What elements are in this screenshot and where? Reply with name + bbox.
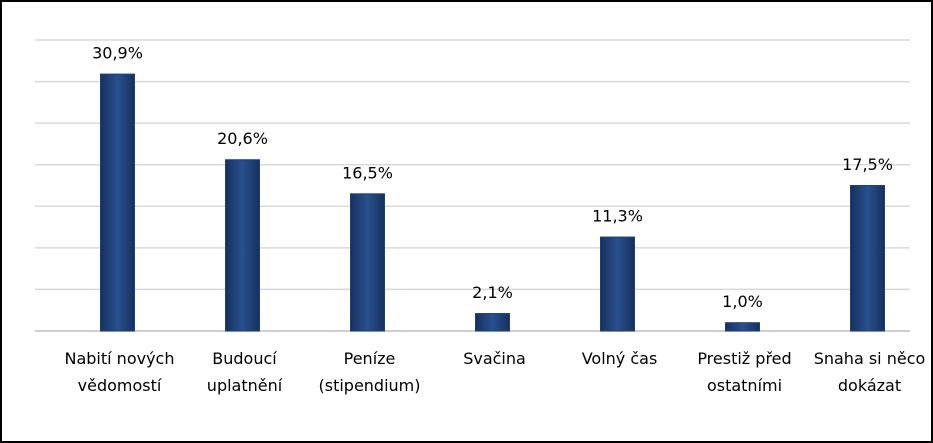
x-tick-label: Peníze (stipendium) xyxy=(318,349,421,395)
bar xyxy=(475,313,510,332)
bar xyxy=(350,193,385,332)
bar xyxy=(600,236,635,332)
value-label: 30,9% xyxy=(92,44,143,63)
value-label: 2,1% xyxy=(472,283,513,302)
value-label: 20,6% xyxy=(217,129,268,148)
bar xyxy=(850,185,885,332)
bar xyxy=(725,322,760,332)
x-tick-label: Prestiž před ostatními xyxy=(697,349,792,395)
value-label: 16,5% xyxy=(342,163,393,182)
x-tick-label: Snaha si něco dokázat xyxy=(813,349,926,395)
x-tick-label: Nabití nových vědomostí xyxy=(64,349,175,395)
x-tick-label: Volný čas xyxy=(581,349,658,368)
value-label: 11,3% xyxy=(592,207,643,226)
x-tick-label: Budoucí uplatnění xyxy=(206,349,283,395)
bar xyxy=(100,73,135,332)
value-label: 17,5% xyxy=(842,155,893,174)
value-label: 1,0% xyxy=(722,292,763,311)
x-tick-label: Svačina xyxy=(463,349,526,368)
bar xyxy=(225,159,260,332)
